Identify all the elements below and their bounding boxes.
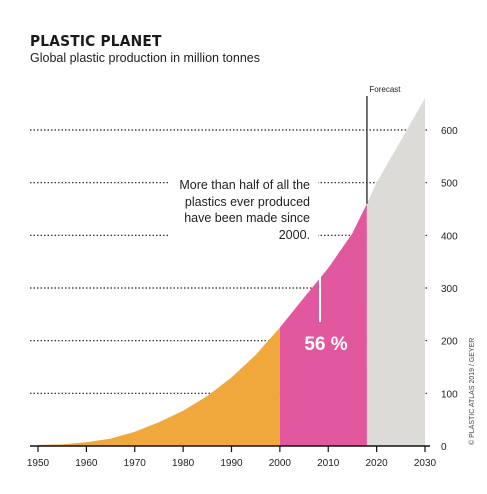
x-tick-label-2030: 2030 xyxy=(414,458,437,469)
forecast-label: Forecast xyxy=(369,85,401,94)
chart-subtitle: Global plastic production in million ton… xyxy=(30,51,260,65)
chart-title: PLASTIC PLANET xyxy=(30,32,162,50)
y-tick-label-300: 300 xyxy=(441,284,458,295)
x-tick-label-1970: 1970 xyxy=(124,458,147,469)
y-tick-label-200: 200 xyxy=(441,337,458,348)
callout-box: More than half of all the plastics ever … xyxy=(168,171,318,263)
y-tick-label-500: 500 xyxy=(441,179,458,190)
y-tick-label-600: 600 xyxy=(441,126,458,137)
x-tick-label-1980: 1980 xyxy=(172,458,195,469)
x-tick-label-2000: 2000 xyxy=(269,458,292,469)
y-tick-label-400: 400 xyxy=(441,231,458,242)
x-tick-label-2010: 2010 xyxy=(317,458,340,469)
y-tick-label-0: 0 xyxy=(441,442,447,453)
y-tick-label-100: 100 xyxy=(441,389,458,400)
x-tick-label-1990: 1990 xyxy=(220,458,243,469)
area-forecast xyxy=(366,98,425,447)
x-tick-label-1960: 1960 xyxy=(75,458,98,469)
source-credit: © PLASTIC ATLAS 2019 / GEYER xyxy=(469,337,476,445)
callout-text: More than half of all the plastics ever … xyxy=(179,178,310,242)
area-since-2000 xyxy=(279,203,367,446)
area-pre-2000 xyxy=(38,327,280,446)
x-tick-label-2020: 2020 xyxy=(366,458,389,469)
percentage-label: 56 % xyxy=(304,334,347,355)
x-tick-label-1950: 1950 xyxy=(27,458,50,469)
